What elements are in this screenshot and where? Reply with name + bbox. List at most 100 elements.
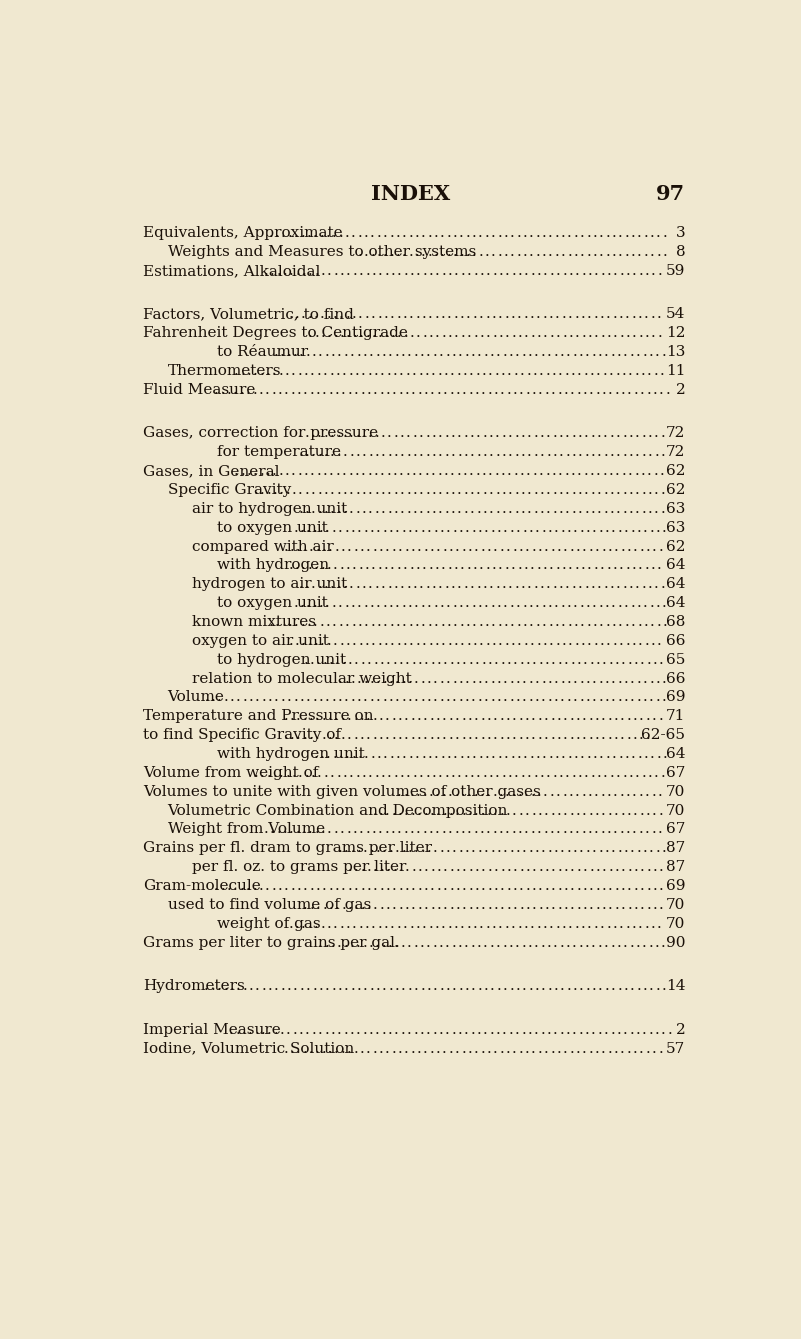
Text: .: . — [423, 710, 428, 723]
Text: .: . — [363, 841, 368, 856]
Text: .: . — [481, 880, 485, 893]
Text: .: . — [582, 1042, 586, 1055]
Text: .: . — [401, 841, 406, 856]
Text: .: . — [418, 465, 423, 478]
Text: .: . — [464, 936, 469, 949]
Text: .: . — [301, 917, 306, 931]
Text: .: . — [461, 822, 465, 837]
Text: .: . — [513, 860, 517, 874]
Text: .: . — [516, 226, 521, 240]
Text: .: . — [368, 502, 373, 516]
Text: .: . — [393, 577, 398, 592]
Text: .: . — [478, 615, 483, 629]
Text: .: . — [356, 445, 360, 459]
Text: Estimations, Alkaloidal: Estimations, Alkaloidal — [143, 264, 320, 279]
Text: .: . — [658, 803, 663, 818]
Text: .: . — [579, 979, 584, 994]
Text: .: . — [408, 691, 413, 704]
Text: .: . — [320, 264, 325, 279]
Text: .: . — [606, 308, 610, 321]
Text: .: . — [429, 264, 433, 279]
Text: .: . — [466, 308, 471, 321]
Text: .: . — [465, 841, 469, 856]
Text: .: . — [436, 710, 441, 723]
Text: .: . — [559, 445, 564, 459]
Text: .: . — [574, 308, 579, 321]
Text: .: . — [582, 880, 587, 893]
Text: .: . — [340, 728, 345, 742]
Text: .: . — [342, 364, 347, 378]
Text: .: . — [396, 747, 400, 761]
Text: .: . — [642, 691, 647, 704]
Text: .: . — [575, 822, 580, 837]
Text: .: . — [650, 521, 654, 534]
Text: .: . — [588, 264, 592, 279]
Text: .: . — [630, 245, 635, 258]
Text: .: . — [557, 710, 562, 723]
Text: .: . — [349, 502, 354, 516]
Text: .: . — [538, 898, 543, 912]
Text: .: . — [626, 803, 631, 818]
Text: .: . — [624, 226, 629, 240]
Text: 70: 70 — [666, 917, 685, 931]
Text: .: . — [401, 979, 406, 994]
Text: .: . — [558, 426, 563, 441]
Text: .: . — [453, 558, 458, 572]
Text: .: . — [493, 327, 497, 340]
Text: .: . — [578, 445, 582, 459]
Text: .: . — [302, 822, 307, 837]
Text: .: . — [304, 502, 309, 516]
Text: .: . — [510, 747, 515, 761]
Text: .: . — [564, 880, 568, 893]
Text: .: . — [368, 577, 373, 592]
Text: .: . — [391, 728, 396, 742]
Text: .: . — [306, 596, 311, 611]
Text: .: . — [512, 728, 517, 742]
Text: .: . — [654, 502, 659, 516]
Text: .: . — [598, 979, 603, 994]
Text: .: . — [359, 327, 364, 340]
Text: .: . — [234, 364, 239, 378]
Text: 2: 2 — [675, 383, 685, 396]
Text: .: . — [405, 364, 410, 378]
Text: .: . — [577, 465, 582, 478]
Text: .: . — [600, 308, 604, 321]
Text: .: . — [441, 558, 445, 572]
Text: .: . — [324, 766, 328, 779]
Text: .: . — [403, 264, 408, 279]
Text: .: . — [267, 483, 271, 497]
Text: .: . — [495, 502, 500, 516]
Text: .: . — [306, 691, 311, 704]
Text: .: . — [471, 672, 476, 686]
Text: .: . — [576, 880, 581, 893]
Text: .: . — [613, 264, 618, 279]
Text: .: . — [253, 465, 258, 478]
Text: .: . — [656, 226, 661, 240]
Text: .: . — [591, 345, 596, 359]
Text: .: . — [477, 979, 482, 994]
Text: .: . — [260, 483, 265, 497]
Text: .: . — [633, 540, 638, 553]
Text: .: . — [450, 364, 455, 378]
Text: .: . — [289, 822, 294, 837]
Text: .: . — [570, 728, 574, 742]
Text: .: . — [529, 747, 534, 761]
Text: .: . — [494, 860, 498, 874]
Text: .: . — [611, 596, 616, 611]
Text: .: . — [296, 728, 300, 742]
Text: .: . — [372, 728, 377, 742]
Text: .: . — [484, 691, 489, 704]
Text: .: . — [550, 1042, 555, 1055]
Text: .: . — [441, 917, 445, 931]
Text: .: . — [353, 1042, 358, 1055]
Text: .: . — [311, 426, 316, 441]
Text: .: . — [457, 502, 462, 516]
Text: .: . — [638, 822, 643, 837]
Text: .: . — [421, 747, 426, 761]
Text: .: . — [470, 1023, 475, 1036]
Text: .: . — [377, 633, 382, 648]
Text: .: . — [337, 841, 342, 856]
Text: .: . — [292, 1023, 297, 1036]
Text: .: . — [557, 383, 562, 396]
Text: .: . — [367, 898, 372, 912]
